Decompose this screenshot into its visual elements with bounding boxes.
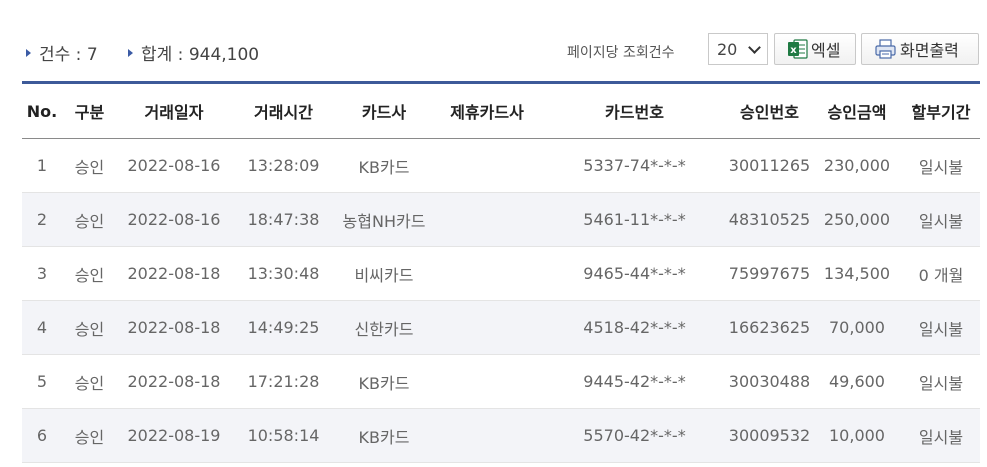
table-row[interactable]: 6 승인 2022-08-19 10:58:14 KB카드 5570-42*-*… [22, 408, 980, 463]
cell-date: 2022-08-16 [117, 192, 231, 247]
cell-card-company: 비씨카드 [336, 246, 432, 301]
cell-amount: 10,000 [812, 408, 902, 463]
cell-date: 2022-08-18 [117, 354, 231, 409]
excel-icon: x [788, 39, 808, 59]
cell-date: 2022-08-16 [117, 138, 231, 193]
excel-button-label: 엑셀 [811, 41, 841, 60]
cell-installment: 0 개월 [902, 246, 980, 301]
table-row[interactable]: 3 승인 2022-08-18 13:30:48 비씨카드 9465-44*-*… [22, 246, 980, 301]
cell-date: 2022-08-19 [117, 408, 231, 463]
column-header: 구분 [62, 81, 117, 139]
cell-card-number: 5461-11*-*-* [542, 192, 727, 247]
cell-approval-number: 30009532 [727, 408, 812, 463]
cell-card-number: 9445-42*-*-* [542, 354, 727, 409]
cell-type: 승인 [62, 246, 117, 301]
table-header-row: No. 구분 거래일자 거래시간 카드사 제휴카드사 카드번호 승인번호 승인금… [22, 81, 980, 139]
cell-amount: 49,600 [812, 354, 902, 409]
cell-partner-card [432, 138, 542, 193]
cell-no: 1 [22, 138, 62, 193]
cell-card-number: 4518-42*-*-* [542, 300, 727, 355]
cell-time: 17:21:28 [231, 354, 336, 409]
cell-no: 5 [22, 354, 62, 409]
bullet-icon [26, 48, 31, 57]
cell-partner-card [432, 354, 542, 409]
cell-time: 13:28:09 [231, 138, 336, 193]
total-amount-text: 합계 : 944,100 [141, 45, 260, 65]
table-row[interactable]: 5 승인 2022-08-18 17:21:28 KB카드 9445-42*-*… [22, 354, 980, 409]
cell-card-company: 농협NH카드 [336, 192, 432, 247]
column-header: 거래시간 [231, 81, 336, 139]
cell-installment: 일시불 [902, 354, 980, 409]
column-header: 카드번호 [542, 81, 727, 139]
column-header: 할부기간 [902, 81, 980, 139]
cell-no: 6 [22, 408, 62, 463]
record-count: 건수 : 7 [26, 40, 98, 65]
cell-installment: 일시불 [902, 300, 980, 355]
bullet-icon [128, 48, 133, 57]
printer-icon [875, 39, 896, 59]
per-page-select[interactable]: 20 [708, 33, 768, 65]
table-row[interactable]: 4 승인 2022-08-18 14:49:25 신한카드 4518-42*-*… [22, 300, 980, 355]
cell-date: 2022-08-18 [117, 246, 231, 301]
cell-type: 승인 [62, 354, 117, 409]
cell-type: 승인 [62, 300, 117, 355]
cell-time: 13:30:48 [231, 246, 336, 301]
cell-card-company: 신한카드 [336, 300, 432, 355]
table-row[interactable]: 1 승인 2022-08-16 13:28:09 KB카드 5337-74*-*… [22, 138, 980, 193]
cell-installment: 일시불 [902, 138, 980, 193]
cell-date: 2022-08-18 [117, 300, 231, 355]
column-header: 카드사 [336, 81, 432, 139]
table-row[interactable]: 2 승인 2022-08-16 18:47:38 농협NH카드 5461-11*… [22, 192, 980, 247]
per-page-value: 20 [717, 39, 738, 59]
cell-type: 승인 [62, 138, 117, 193]
cell-approval-number: 48310525 [727, 192, 812, 247]
cell-card-company: KB카드 [336, 408, 432, 463]
cell-no: 4 [22, 300, 62, 355]
print-button[interactable]: 화면출력 [861, 33, 979, 65]
column-header: 제휴카드사 [432, 81, 542, 139]
cell-card-company: KB카드 [336, 138, 432, 193]
total-amount: 합계 : 944,100 [128, 40, 259, 65]
cell-no: 3 [22, 246, 62, 301]
cell-time: 10:58:14 [231, 408, 336, 463]
cell-installment: 일시불 [902, 408, 980, 463]
cell-card-number: 9465-44*-*-* [542, 246, 727, 301]
chevron-down-icon [748, 41, 761, 54]
cell-partner-card [432, 192, 542, 247]
column-header: 승인번호 [727, 81, 812, 139]
per-page-label: 페이지당 조회건수 [567, 45, 675, 61]
column-header: 승인금액 [812, 81, 902, 139]
cell-time: 14:49:25 [231, 300, 336, 355]
record-count-text: 건수 : 7 [39, 45, 98, 65]
cell-card-number: 5570-42*-*-* [542, 408, 727, 463]
transaction-table: No. 구분 거래일자 거래시간 카드사 제휴카드사 카드번호 승인번호 승인금… [22, 81, 980, 463]
column-header: 거래일자 [117, 81, 231, 139]
cell-amount: 250,000 [812, 192, 902, 247]
cell-approval-number: 30011265 [727, 138, 812, 193]
cell-type: 승인 [62, 192, 117, 247]
cell-partner-card [432, 300, 542, 355]
cell-approval-number: 16623625 [727, 300, 812, 355]
cell-installment: 일시불 [902, 192, 980, 247]
cell-amount: 134,500 [812, 246, 902, 301]
cell-approval-number: 75997675 [727, 246, 812, 301]
toolbar: 건수 : 7 합계 : 944,100 페이지당 조회건수 20 x 엑셀 화면… [22, 32, 980, 68]
cell-card-company: KB카드 [336, 354, 432, 409]
cell-time: 18:47:38 [231, 192, 336, 247]
cell-approval-number: 30030488 [727, 354, 812, 409]
cell-amount: 230,000 [812, 138, 902, 193]
cell-partner-card [432, 246, 542, 301]
svg-text:x: x [790, 45, 797, 56]
cell-card-number: 5337-74*-*-* [542, 138, 727, 193]
print-button-label: 화면출력 [900, 41, 959, 60]
cell-no: 2 [22, 192, 62, 247]
column-header: No. [22, 81, 62, 139]
excel-button[interactable]: x 엑셀 [774, 33, 856, 65]
cell-partner-card [432, 408, 542, 463]
cell-type: 승인 [62, 408, 117, 463]
cell-amount: 70,000 [812, 300, 902, 355]
